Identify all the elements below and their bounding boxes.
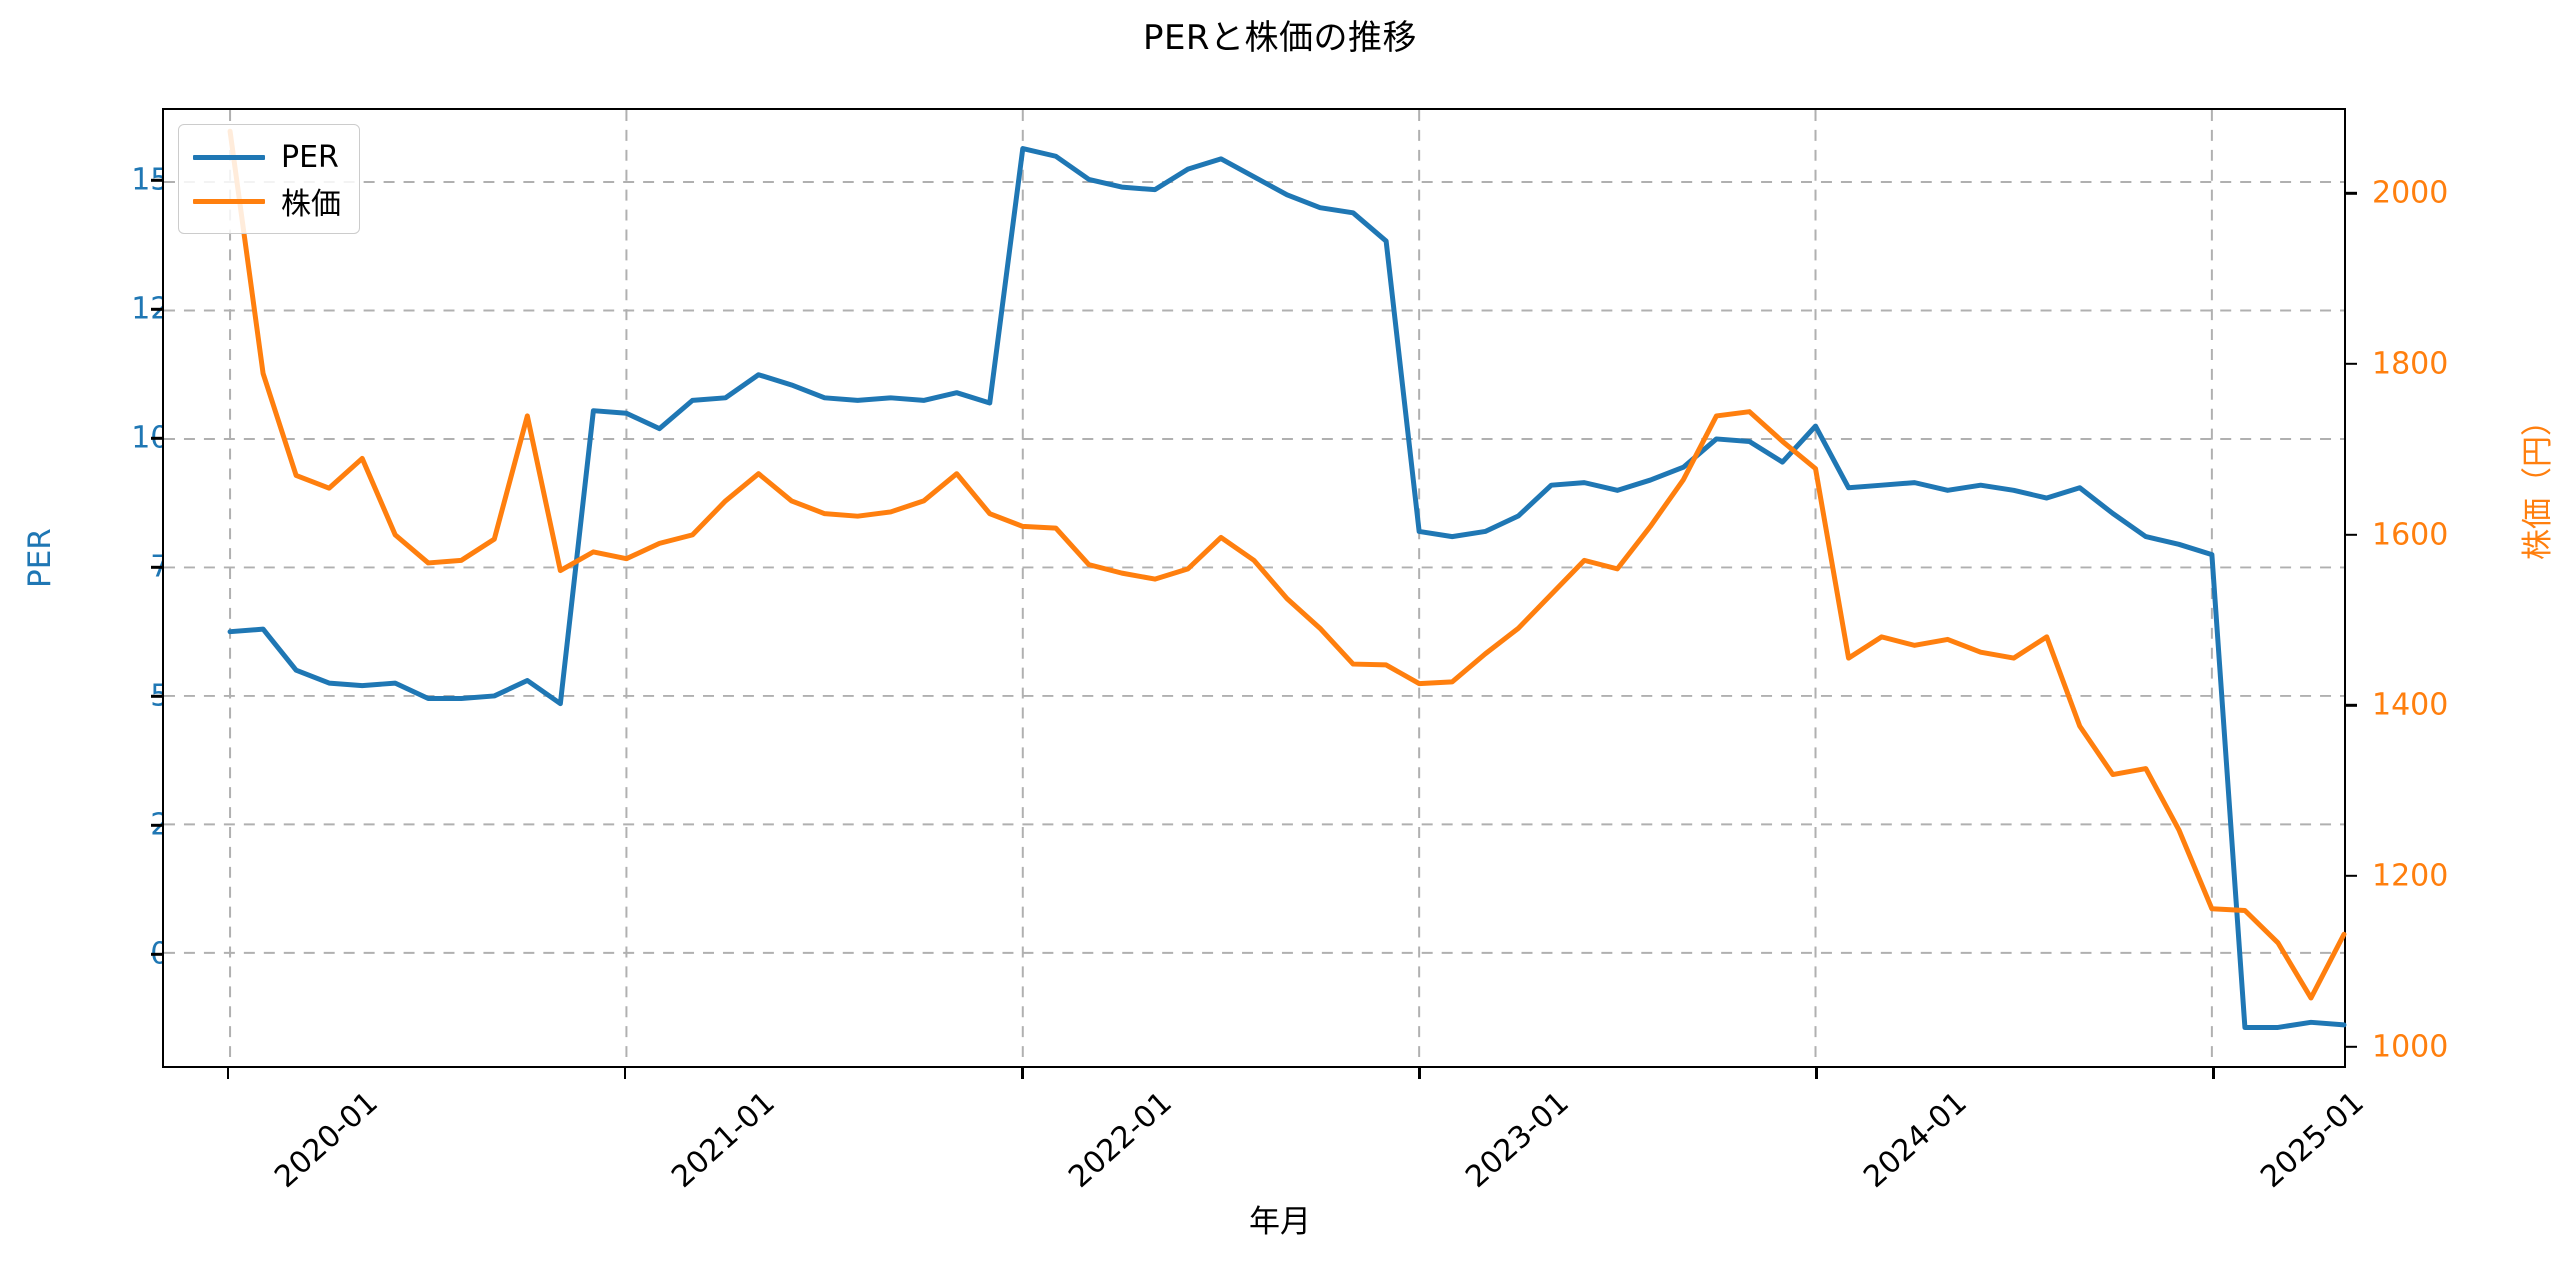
x-tick-label: 2023-01 xyxy=(1459,1085,1577,1195)
legend-label-per: PER xyxy=(281,139,339,175)
x-tick-label: 2021-01 xyxy=(665,1085,783,1195)
right-y-tick-label: 1400 xyxy=(2372,687,2449,723)
right-y-tick-label: 1000 xyxy=(2372,1029,2449,1065)
legend-item-kabuka: 株価 xyxy=(193,179,341,223)
plot-area xyxy=(162,108,2347,1068)
x-tick-mark xyxy=(1815,1068,1818,1079)
x-axis-label: 年月 xyxy=(1249,1204,1311,1240)
gridlines xyxy=(164,110,2344,1066)
legend-label-kabuka: 株価 xyxy=(281,187,341,222)
right-y-tick-mark xyxy=(2346,1045,2357,1048)
legend-swatch-kabuka xyxy=(193,198,265,204)
x-tick-label: 2020-01 xyxy=(268,1085,385,1195)
right-y-tick-mark xyxy=(2346,533,2357,536)
left-y-tick-mark xyxy=(151,695,162,698)
chart-title: PERと株価の推移 xyxy=(1142,18,1418,58)
right-y-tick-label: 1600 xyxy=(2372,517,2449,553)
left-y-tick-mark xyxy=(151,179,162,182)
left-y-tick-mark xyxy=(151,566,162,569)
legend-swatch-per xyxy=(193,154,265,160)
series-lines xyxy=(227,128,2347,1030)
x-tick-label: 2024-01 xyxy=(1856,1085,1974,1195)
left-y-tick-mark xyxy=(151,308,162,311)
right-y-tick-mark xyxy=(2346,704,2357,707)
right-y-tick-mark xyxy=(2346,362,2357,366)
right-y-axis-label: 株価（円） xyxy=(2520,405,2556,560)
x-tick-mark xyxy=(1021,1068,1024,1079)
legend: PER 株価 xyxy=(178,124,360,234)
right-y-tick-mark xyxy=(2346,874,2357,878)
left-y-tick-mark xyxy=(151,437,162,440)
right-y-tick-label: 2000 xyxy=(2372,175,2449,211)
right-y-tick-mark xyxy=(2346,192,2357,195)
legend-item-per: PER xyxy=(193,135,341,179)
left-y-tick-mark xyxy=(151,824,162,827)
right-y-tick-label: 1800 xyxy=(2372,346,2449,382)
x-tick-label: 2022-01 xyxy=(1062,1085,1180,1195)
x-tick-mark xyxy=(624,1068,627,1079)
x-tick-mark xyxy=(1418,1068,1421,1079)
right-y-tick-label: 1200 xyxy=(2372,858,2449,894)
left-y-tick-mark xyxy=(151,953,162,956)
x-tick-mark xyxy=(226,1068,230,1079)
left-y-axis-label: PER xyxy=(22,528,58,588)
x-tick-label: 2025-01 xyxy=(2253,1085,2371,1195)
x-tick-mark xyxy=(2212,1068,2215,1079)
